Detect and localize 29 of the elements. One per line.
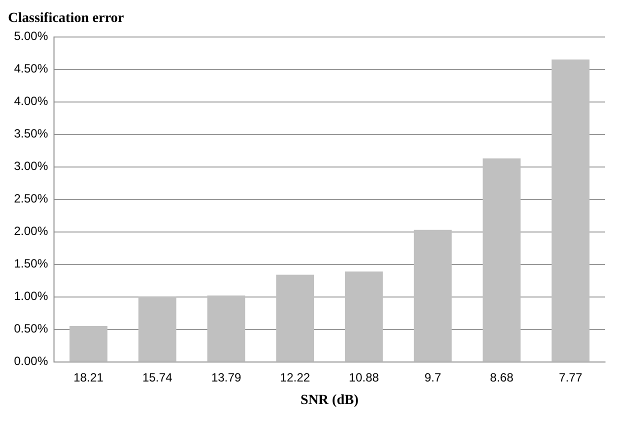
x-tick-label: 8.68 [490,370,514,384]
bar [345,271,383,362]
x-tick-label: 7.77 [558,370,583,384]
y-tick-label: 1.00% [14,289,48,304]
y-tick-label: 2.00% [14,224,48,238]
x-tick-label: 18.21 [73,370,104,384]
y-tick-label: 2.50% [14,192,48,206]
y-tick-label: 0.50% [14,322,48,336]
bar [138,296,176,362]
x-tick-label: 12.22 [280,370,310,384]
bar [207,296,246,362]
bar [414,230,452,362]
y-tick-label: 0.00% [14,354,48,368]
x-tick-label: 15.74 [142,370,173,384]
x-tick-label: 9.7 [424,370,442,384]
y-tick-label: 4.50% [14,62,48,76]
y-tick-label: 3.00% [14,159,48,174]
y-tick-label: 1.50% [14,256,48,271]
x-axis-title: SNR (dB) [300,393,359,408]
x-tick-label: 13.79 [211,370,242,384]
bar [552,60,590,362]
y-tick-label: 4.00% [14,94,48,108]
y-tick-label: 3.50% [14,126,48,141]
y-axis-title: Classification error [8,11,124,26]
bar [276,274,314,362]
y-tick-label: 5.00% [14,29,48,44]
x-tick-label: 10.88 [348,370,380,384]
bar [482,158,521,362]
bar [70,326,108,362]
